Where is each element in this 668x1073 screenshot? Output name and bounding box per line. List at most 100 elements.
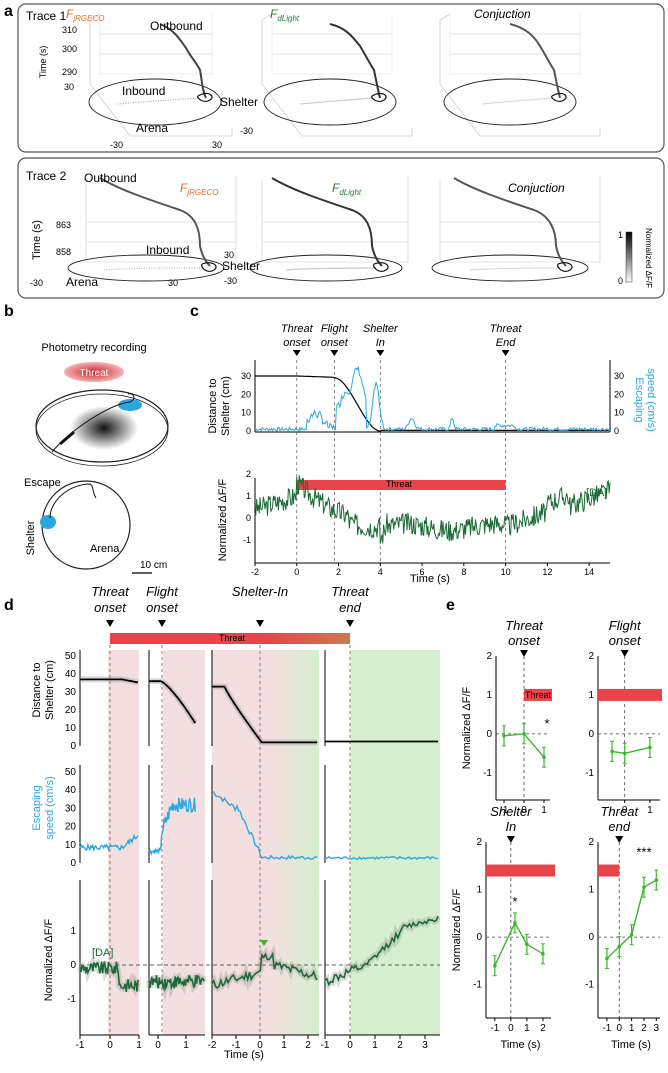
e-ytick-4: 1 xyxy=(588,885,594,896)
trace2-shelter-tick: 30 xyxy=(224,250,234,260)
trace2-arena: Arena xyxy=(66,275,98,289)
e-line-3 xyxy=(494,921,544,966)
e-ytick-1: 0 xyxy=(486,729,492,740)
d-xtick-label: 1 xyxy=(136,1040,142,1051)
trace2-ztick-863: 863 xyxy=(56,220,71,230)
d-row2-ytick: 40 xyxy=(65,785,77,796)
e-ytick-2: 2 xyxy=(588,651,594,662)
d-xtick-label: 2 xyxy=(397,1040,403,1051)
e-point-1 xyxy=(542,755,546,759)
d-row3-ytick: 0 xyxy=(70,960,76,971)
d-dist-p1 xyxy=(80,678,139,684)
trace2-plot-3 xyxy=(431,176,601,282)
d-row2-ytick: 30 xyxy=(65,803,77,814)
e-ytick-1: 1 xyxy=(486,690,492,701)
e-xtick-label: 0 xyxy=(508,1023,514,1034)
panel-label-b: b xyxy=(4,303,14,320)
trace1-ztick-300: 300 xyxy=(62,44,77,54)
d-xtick-label: 0 xyxy=(155,1040,161,1051)
e-xtick-label: 1 xyxy=(647,805,653,816)
c-event-marker-4 xyxy=(501,350,510,356)
trace2-xtick-b2: 30 xyxy=(168,278,178,288)
trace2-box xyxy=(17,157,665,299)
d-row1-ytick: 0 xyxy=(70,741,76,752)
d-bg-2 xyxy=(163,650,205,1035)
e-xtick-label: 2 xyxy=(540,1023,546,1034)
d-event-marker-1 xyxy=(106,620,114,627)
d-xtick-label: -1 xyxy=(76,1040,85,1051)
e-ytick-2: 1 xyxy=(588,690,594,701)
e-threat-bar-1 xyxy=(524,688,552,701)
d-bg-4 xyxy=(350,650,440,1035)
trace2-inbound: Inbound xyxy=(146,243,189,257)
d-speed-p2 xyxy=(148,797,196,856)
d-dist-p3 xyxy=(212,685,318,744)
c-bottom-ylabel: Normalized ΔF/F xyxy=(217,478,229,561)
d-xtick-label: 2 xyxy=(305,1040,311,1051)
c-event-marker-1 xyxy=(292,350,301,356)
c-event-label2-1: onset xyxy=(283,337,311,349)
c-top-ytick: 30 xyxy=(241,371,251,381)
d-row2-ylabel-2: speed (cm/s) xyxy=(44,776,56,840)
e-point-4 xyxy=(642,885,646,889)
e-title1-4: Threat xyxy=(600,804,639,819)
d-row3-ytick: -1 xyxy=(67,994,76,1005)
trace2-xtick-b3: -30 xyxy=(224,276,237,286)
trace1-title: Trace 1 xyxy=(26,9,67,23)
b-arena: Arena xyxy=(90,543,120,555)
c-event-label-2: Flight xyxy=(321,323,349,335)
d-speed-p3 xyxy=(211,790,318,861)
e-point-2 xyxy=(622,751,627,756)
panel-label-e: e xyxy=(446,597,455,614)
c-speed-line xyxy=(254,366,610,433)
c-right-ylabel-2: speed (cm/s) xyxy=(645,368,657,432)
trace2-plot-2 xyxy=(249,176,409,282)
d-event-label2-2: onset xyxy=(146,600,179,615)
e-title2-1: onset xyxy=(508,633,541,648)
c-event-label2-2: onset xyxy=(321,337,349,349)
e-ytick-4: 2 xyxy=(588,837,594,848)
e-ytick-3: 2 xyxy=(476,837,482,848)
e-xtick-label: 2 xyxy=(641,1023,647,1034)
d-event-label-1: Threat xyxy=(91,584,130,599)
e-sig-3: * xyxy=(512,894,517,909)
e-ytick-1: 2 xyxy=(486,651,492,662)
b-arena-top xyxy=(40,480,131,570)
c-top-ytick-right: 0 xyxy=(614,426,619,436)
e-point-1 xyxy=(522,732,526,736)
c-event-marker-3 xyxy=(376,350,385,356)
d-threat-bar-label: Threat xyxy=(219,633,246,643)
d-event-label2-4: end xyxy=(339,600,361,615)
c-threat-bar-label: Threat xyxy=(386,479,413,489)
trace1-plot-3 xyxy=(439,13,601,137)
d-da-label: [DA] xyxy=(92,947,113,959)
c-xtick-label: 0 xyxy=(294,567,299,577)
d-row1-ylabel-2: Shelter (cm) xyxy=(44,660,56,720)
e-xtick-label: 0 xyxy=(521,805,527,816)
e-point-4 xyxy=(605,956,609,961)
e-threat-bar-label: Threat xyxy=(525,690,552,700)
d-xtick-label: 0 xyxy=(347,1040,353,1051)
d-speed-p4 xyxy=(324,855,439,861)
e-xtick-label: -1 xyxy=(490,1023,499,1034)
c-event-label2-4: End xyxy=(496,337,516,349)
trace1-plot-1 xyxy=(88,13,233,137)
e-ylabel-1: Normalized ΔF/F xyxy=(461,686,473,769)
e-xtick-label: 1 xyxy=(629,1023,635,1034)
e-point-2 xyxy=(648,745,652,750)
d-threat-bar xyxy=(110,633,350,644)
e-sig-1: * xyxy=(544,716,549,731)
trace1-conjunction: Conjuction xyxy=(474,7,531,21)
c-xlabel: Time (s) xyxy=(410,573,450,585)
e-xtick-label: 0 xyxy=(616,1023,622,1034)
d-event-marker-3 xyxy=(256,620,264,627)
e-title1-3: Shelter xyxy=(490,804,532,819)
b-threat-ellipse xyxy=(64,362,124,382)
e-title1-2: Flight xyxy=(609,618,642,633)
d-row2-ylabel-1: Escaping xyxy=(31,785,43,830)
trace2-ztick-858: 858 xyxy=(56,247,71,257)
e-point-2 xyxy=(610,749,614,754)
e-title2-2: onset xyxy=(609,633,642,648)
panel-label-d: d xyxy=(4,597,14,614)
